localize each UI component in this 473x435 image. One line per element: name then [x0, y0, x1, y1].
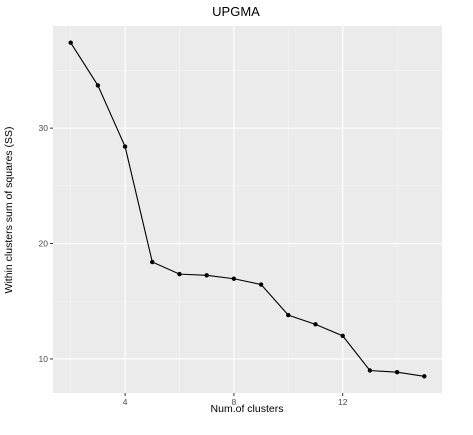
data-point	[122, 144, 128, 149]
major-grid	[53, 26, 442, 393]
data-point	[204, 273, 209, 278]
data-point	[286, 312, 291, 318]
y-axis-label: Within clusters sum of squares (SS)	[3, 127, 15, 294]
data-points	[68, 40, 427, 379]
data-point	[177, 271, 182, 277]
data-point	[258, 282, 264, 287]
series-line	[70, 42, 425, 377]
y-tick-label: 30	[39, 123, 49, 133]
data-point	[340, 333, 345, 339]
x-tick-label: 8	[232, 397, 237, 407]
x-tick-label: 12	[338, 397, 348, 407]
data-point	[150, 259, 155, 265]
data-point	[313, 322, 318, 327]
y-axis: 10 20 30	[39, 123, 53, 364]
x-axis-label: Num.of clusters	[211, 403, 284, 415]
plot-panel	[53, 26, 442, 393]
chart-title: UPGMA	[212, 4, 260, 19]
data-point	[95, 83, 101, 88]
y-tick-label: 10	[39, 354, 49, 364]
x-tick-label: 4	[123, 397, 128, 407]
y-tick-label: 20	[39, 239, 49, 249]
minor-grid	[53, 26, 442, 393]
x-axis: 4 8 12	[123, 393, 348, 407]
data-point	[367, 368, 373, 373]
data-point	[394, 370, 400, 375]
data-point	[422, 374, 427, 379]
data-point	[231, 276, 237, 281]
data-point	[68, 40, 73, 45]
